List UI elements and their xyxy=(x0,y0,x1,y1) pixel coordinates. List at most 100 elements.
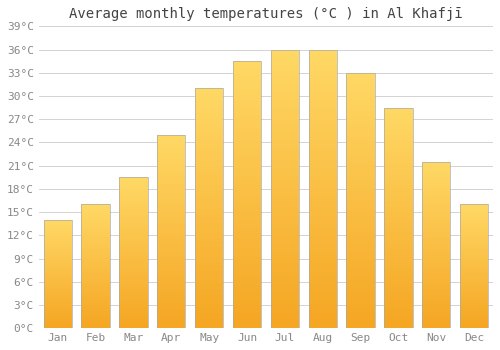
Bar xyxy=(44,244,72,246)
Bar xyxy=(308,91,337,95)
Bar xyxy=(195,88,224,91)
Bar xyxy=(44,275,72,277)
Bar xyxy=(308,95,337,98)
Bar xyxy=(270,259,299,262)
Bar xyxy=(460,246,488,248)
Bar xyxy=(233,108,261,111)
Bar xyxy=(346,242,375,245)
Bar xyxy=(270,175,299,178)
Bar xyxy=(44,319,72,320)
Bar xyxy=(233,151,261,155)
Bar xyxy=(308,175,337,178)
Bar xyxy=(195,292,224,295)
Bar xyxy=(157,222,186,224)
Bar xyxy=(119,292,148,294)
Bar xyxy=(460,299,488,300)
Bar xyxy=(82,268,110,270)
Bar xyxy=(308,248,337,252)
Bar xyxy=(157,278,186,280)
Bar xyxy=(422,189,450,191)
Bar xyxy=(44,327,72,328)
Bar xyxy=(422,258,450,260)
Bar xyxy=(422,203,450,205)
Bar xyxy=(308,238,337,241)
Bar xyxy=(422,218,450,220)
Bar xyxy=(233,181,261,185)
Bar xyxy=(460,303,488,305)
Bar xyxy=(308,60,337,63)
Bar xyxy=(44,250,72,251)
Bar xyxy=(460,311,488,313)
Bar xyxy=(308,227,337,231)
Bar xyxy=(119,245,148,247)
Bar xyxy=(270,122,299,126)
Bar xyxy=(119,247,148,249)
Bar xyxy=(82,240,110,241)
Bar xyxy=(270,67,299,70)
Bar xyxy=(44,220,72,328)
Bar xyxy=(119,189,148,190)
Bar xyxy=(422,191,450,193)
Bar xyxy=(157,135,186,328)
Bar xyxy=(308,147,337,150)
Bar xyxy=(233,308,261,312)
Bar xyxy=(384,287,412,289)
Bar xyxy=(346,264,375,267)
Bar xyxy=(195,211,224,214)
Bar xyxy=(460,296,488,297)
Bar xyxy=(157,285,186,287)
Bar xyxy=(384,232,412,235)
Bar xyxy=(157,256,186,258)
Bar xyxy=(195,316,224,319)
Bar xyxy=(346,146,375,149)
Bar xyxy=(308,231,337,234)
Bar xyxy=(195,298,224,301)
Bar xyxy=(308,210,337,213)
Bar xyxy=(384,279,412,281)
Title: Average monthly temperatures (°C ) in Al Khafjī: Average monthly temperatures (°C ) in Al… xyxy=(69,7,462,21)
Bar xyxy=(346,85,375,89)
Bar xyxy=(422,293,450,295)
Bar xyxy=(195,208,224,211)
Bar xyxy=(270,231,299,234)
Bar xyxy=(195,268,224,271)
Bar xyxy=(422,185,450,187)
Bar xyxy=(346,300,375,303)
Bar xyxy=(346,303,375,306)
Bar xyxy=(233,131,261,134)
Bar xyxy=(308,178,337,182)
Bar xyxy=(157,173,186,176)
Bar xyxy=(44,239,72,240)
Bar xyxy=(119,202,148,204)
Bar xyxy=(308,49,337,328)
Bar xyxy=(195,148,224,151)
Bar xyxy=(384,259,412,262)
Bar xyxy=(157,166,186,169)
Bar xyxy=(119,205,148,208)
Bar xyxy=(308,150,337,154)
Bar xyxy=(82,283,110,285)
Bar xyxy=(195,304,224,307)
Bar xyxy=(346,277,375,280)
Bar xyxy=(195,241,224,244)
Bar xyxy=(308,116,337,119)
Bar xyxy=(157,205,186,207)
Bar xyxy=(195,151,224,154)
Bar xyxy=(460,300,488,302)
Bar xyxy=(157,186,186,188)
Bar xyxy=(270,245,299,248)
Bar xyxy=(195,169,224,172)
Bar xyxy=(384,226,412,229)
Bar xyxy=(119,179,148,181)
Bar xyxy=(346,102,375,105)
Bar xyxy=(422,251,450,253)
Bar xyxy=(346,210,375,213)
Bar xyxy=(308,220,337,224)
Bar xyxy=(44,223,72,224)
Bar xyxy=(195,274,224,277)
Bar xyxy=(157,294,186,297)
Bar xyxy=(119,234,148,236)
Bar xyxy=(422,170,450,172)
Bar xyxy=(233,322,261,325)
Bar xyxy=(82,218,110,220)
